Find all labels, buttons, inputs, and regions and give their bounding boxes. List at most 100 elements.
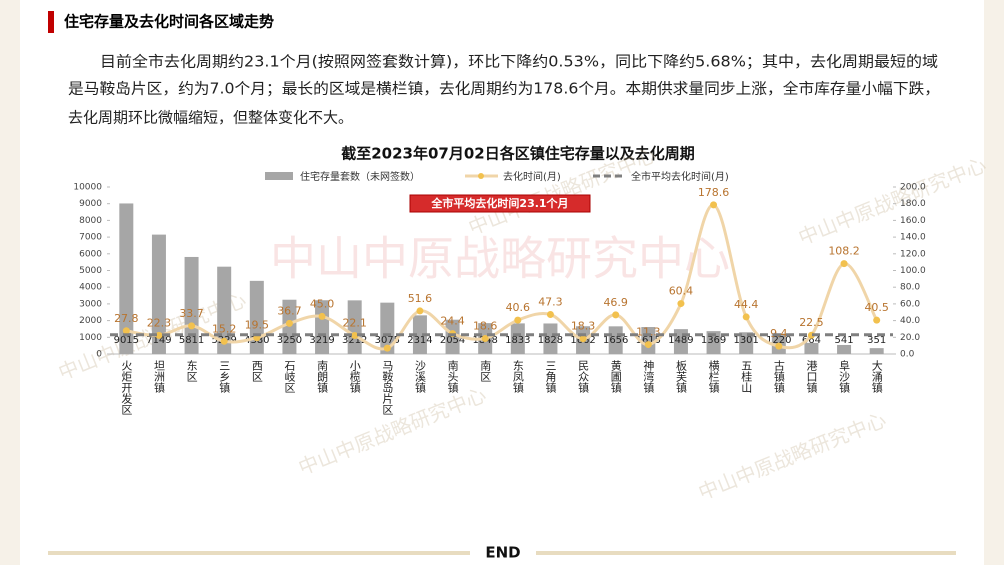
chart-title: 截至2023年07月02日各区镇住宅存量以及去化周期 [341, 145, 695, 163]
line-label: 40.5 [864, 301, 889, 314]
paragraph-line: 目前全市去化周期约23.1个月(按照网签套数计算)，环比下降约0.53%，同比下… [100, 53, 938, 71]
line-point [481, 334, 489, 342]
y-tick-label: 9000 [79, 199, 102, 209]
x-tick-label: 黄圃镇 [609, 359, 622, 394]
watermark: 中山中原战略研究中心 [270, 232, 730, 286]
line-point [677, 300, 685, 308]
y2-tick-label: 140.0 [900, 233, 926, 243]
y2-tick-label: 40.0 [900, 316, 920, 326]
x-tick-label: 古镇镇 [772, 360, 785, 394]
bar-label: 2054 [440, 335, 465, 346]
line-point [546, 311, 554, 319]
y-tick-label: 7000 [79, 233, 102, 243]
annotation: 全市平均去化时间23.1个月 [430, 196, 568, 210]
line-label: 46.9 [603, 296, 628, 309]
bar-label: 9015 [114, 335, 139, 346]
side-right [984, 0, 1004, 565]
bar [739, 332, 754, 354]
bar-label: 1489 [668, 335, 693, 346]
x-tick-label: 东区 [185, 360, 198, 382]
bar-label: 3075 [375, 335, 400, 346]
bar [412, 315, 427, 354]
y2-tick-label: 0.0 [900, 350, 915, 360]
legend-swatch [478, 173, 484, 179]
line-label: 60.4 [669, 285, 694, 298]
bar-label: 1828 [538, 335, 563, 346]
y-tick-label: 3000 [79, 299, 102, 309]
x-tick-label: 神湾镇 [642, 359, 655, 394]
line-point [285, 319, 293, 327]
y2-tick-label: 200.0 [900, 183, 926, 193]
line-label: 22.5 [799, 316, 824, 329]
bar-label: 3212 [342, 335, 367, 346]
bar [706, 331, 721, 354]
y-tick-label: 6000 [79, 249, 102, 259]
y2-tick-label: 160.0 [900, 216, 926, 226]
y-tick-label: 2000 [79, 316, 102, 326]
bar-label: 664 [802, 335, 821, 346]
y2-tick-label: 120.0 [900, 249, 926, 259]
y-tick-label: 0 [96, 350, 102, 360]
bar [184, 256, 199, 354]
bar-label: 1301 [733, 335, 758, 346]
line-point [514, 316, 522, 324]
bar [543, 323, 558, 354]
line-label: 24.4 [440, 315, 465, 328]
line-label: 36.7 [277, 304, 302, 317]
x-tick-label: 沙溪镇 [413, 360, 426, 394]
y2-tick-label: 180.0 [900, 199, 926, 209]
bar [837, 344, 852, 354]
bar-label: 541 [835, 335, 854, 346]
line-point [710, 201, 718, 209]
x-tick-label: 火炬开发区 [120, 360, 133, 415]
line-point [644, 341, 652, 349]
line-label: 51.6 [408, 292, 433, 305]
x-tick-label: 港口镇 [805, 360, 818, 394]
line-label: 15.2 [212, 322, 237, 335]
line-point [383, 344, 391, 352]
x-tick-label: 板芙镇 [674, 359, 687, 394]
y-tick-label: 4000 [79, 283, 102, 293]
line-label: 47.3 [538, 296, 563, 309]
bar-label: 1615 [636, 335, 661, 346]
bar [315, 300, 330, 354]
x-tick-label: 马鞍岛片区 [381, 360, 394, 415]
title-accent [48, 11, 54, 33]
bar [869, 348, 884, 354]
bar-label: 2314 [407, 335, 432, 346]
bar [217, 266, 232, 354]
bar-label: 1656 [603, 335, 628, 346]
line-label: 33.7 [179, 307, 204, 320]
line-label: 44.4 [734, 298, 759, 311]
y-tick-label: 5000 [79, 266, 102, 276]
y2-tick-label: 20.0 [900, 333, 920, 343]
x-tick-label: 横栏镇 [707, 359, 720, 394]
line-point [318, 312, 326, 320]
x-tick-label: 五桂山 [740, 360, 753, 393]
x-tick-label: 大涌镇 [870, 359, 883, 394]
bar [151, 234, 166, 354]
x-tick-label: 三乡镇 [218, 360, 231, 394]
y2-tick-label: 100.0 [900, 266, 926, 276]
line-point [612, 311, 620, 319]
line-point [220, 337, 228, 345]
line-point [188, 322, 196, 330]
line-point [155, 331, 163, 339]
line-label: 108.2 [828, 245, 860, 258]
legend-swatch [265, 172, 293, 180]
line-label: 22.3 [147, 316, 172, 329]
x-tick-label: 西区 [250, 360, 263, 382]
line-label: 19.5 [245, 319, 270, 332]
line-label: 45.0 [310, 297, 335, 310]
bar-label: 1220 [766, 335, 791, 346]
line-label: 40.6 [506, 301, 531, 314]
x-tick-label: 东凤镇 [511, 360, 524, 394]
line-point [873, 316, 881, 324]
line-point [579, 335, 587, 343]
line-point [840, 260, 848, 268]
paragraph-line: 去化周期环比微幅缩短，但整体变化不大。 [68, 109, 353, 127]
footer-end: END [485, 544, 520, 562]
bar [380, 302, 395, 354]
bar-label: 1369 [701, 335, 726, 346]
